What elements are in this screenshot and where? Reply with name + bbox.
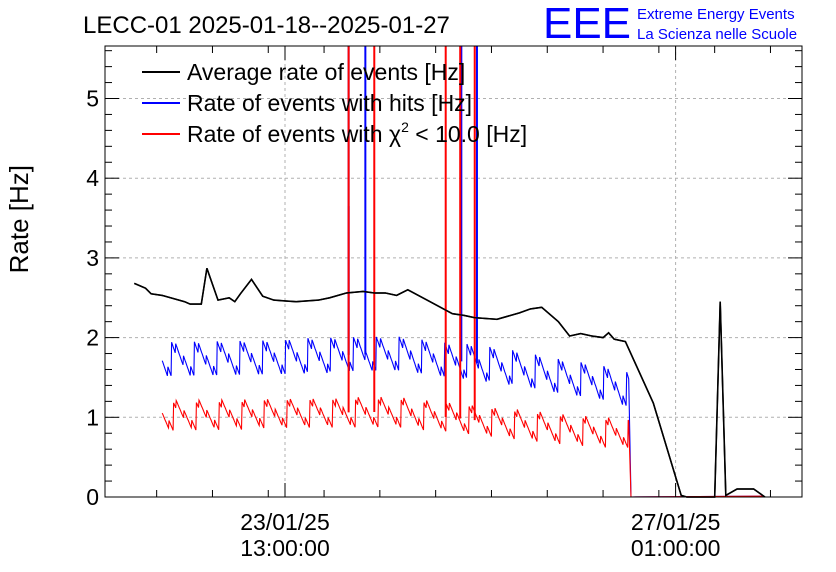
legend-label-hits: Rate of events with hits [Hz] — [187, 90, 472, 116]
chart-title: LECC-01 2025-01-18--2025-01-27 — [83, 12, 450, 39]
y-tick-label-5: 5 — [86, 86, 99, 112]
brand-line-2: La Scienza nelle Scuole — [637, 26, 797, 43]
series-layer — [133, 46, 766, 498]
brand-line-1: Extreme Energy Events — [637, 6, 795, 23]
y-tick-label-0: 0 — [86, 484, 99, 510]
eee-logo-mark: EEE — [543, 0, 631, 48]
series-2 — [161, 46, 763, 498]
legend-label-chi2: Rate of events with χ2 < 10.0 [Hz] — [187, 119, 527, 147]
series-1-line — [161, 336, 763, 498]
series-2-line — [161, 396, 763, 498]
legend-label-average: Average rate of events [Hz] — [187, 59, 465, 85]
x-tick-date-0: 23/01/25 — [240, 509, 330, 535]
plot-frame — [104, 45, 803, 498]
series-0-line — [133, 268, 766, 498]
y-tick-label-3: 3 — [86, 245, 99, 271]
x-tick-time-0: 13:00:00 — [240, 535, 330, 561]
x-tick-time-1: 01:00:00 — [631, 535, 721, 561]
y-tick-label-2: 2 — [86, 325, 99, 351]
y-axis-label: Rate [Hz] — [4, 165, 34, 273]
x-tick-date-1: 27/01/25 — [631, 509, 721, 535]
y-tick-label-4: 4 — [86, 165, 99, 191]
legend: Average rate of events [Hz] Rate of even… — [142, 59, 527, 147]
grid-lines — [105, 46, 802, 497]
series-0-overlay — [134, 268, 766, 498]
series-0 — [133, 268, 766, 498]
y-tick-label-1: 1 — [86, 404, 99, 430]
eee-logo: EEE Extreme Energy Events La Scienza nel… — [543, 0, 797, 48]
